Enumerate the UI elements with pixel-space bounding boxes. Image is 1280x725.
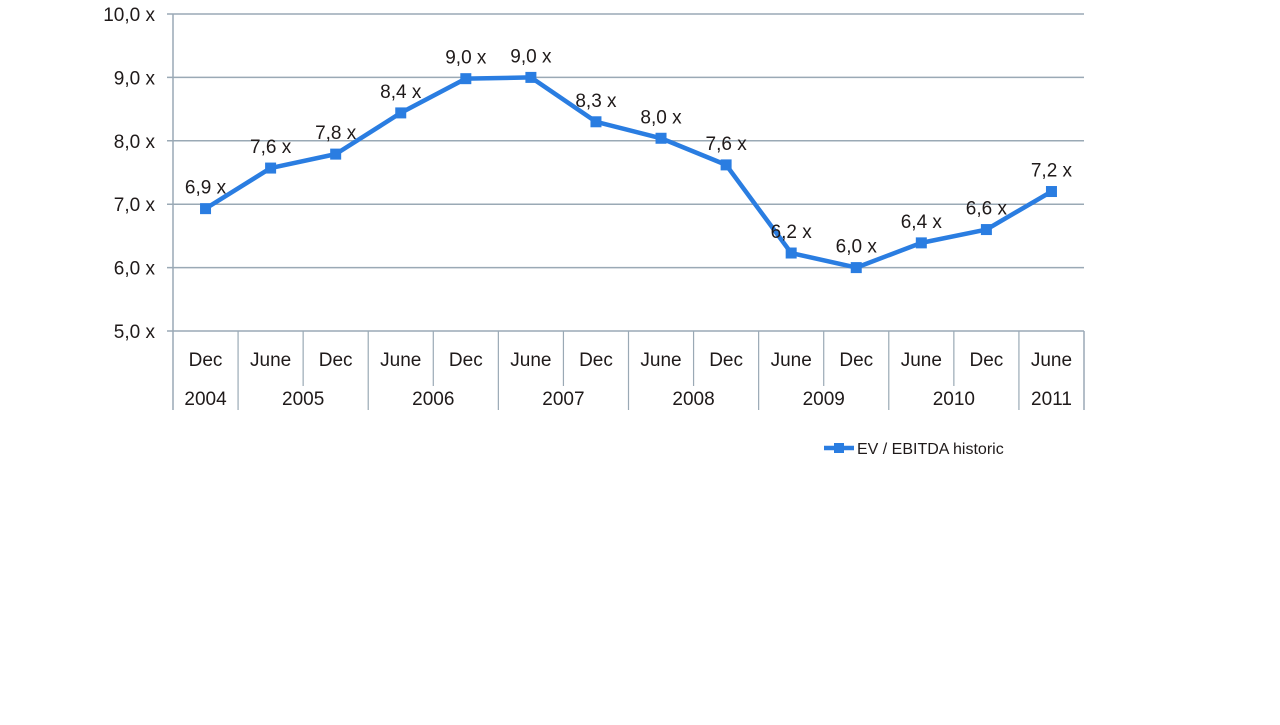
legend-marker bbox=[834, 443, 844, 453]
year-labels: 2004 2005 2006 2007 2008 2009 2010 2011 bbox=[184, 389, 1071, 410]
year-label: 2007 bbox=[542, 389, 584, 410]
x-tick-label: Dec bbox=[189, 350, 223, 371]
year-label: 2005 bbox=[282, 389, 324, 410]
y-tick-label: 10,0 x bbox=[103, 5, 155, 26]
y-tick-label: 7,0 x bbox=[114, 195, 156, 216]
data-label: 6,0 x bbox=[836, 237, 878, 258]
data-labels: 6,9 x 7,6 x 7,8 x 8,4 x 9,0 x 9,0 x 8,3 x 8,0 x… bbox=[185, 46, 1073, 257]
x-tick-label: Dec bbox=[709, 350, 743, 371]
year-label: 2011 bbox=[1031, 389, 1072, 410]
data-label: 7,6 x bbox=[250, 137, 292, 158]
data-label: 9,0 x bbox=[445, 48, 487, 69]
data-label: 7,6 x bbox=[706, 134, 748, 155]
series bbox=[200, 71, 1057, 274]
y-tick-label: 9,0 x bbox=[114, 68, 156, 89]
x-tick-label: Dec bbox=[449, 350, 483, 371]
x-tick-label: June bbox=[771, 350, 812, 371]
y-tick-label: 5,0 x bbox=[114, 322, 156, 343]
data-point bbox=[330, 148, 342, 160]
year-label: 2010 bbox=[933, 389, 975, 410]
data-point bbox=[395, 107, 407, 119]
data-point bbox=[200, 203, 212, 215]
x-tick-label: June bbox=[1031, 350, 1072, 371]
x-tick-label: June bbox=[380, 350, 421, 371]
data-label: 6,2 x bbox=[771, 222, 813, 243]
data-point bbox=[915, 237, 927, 249]
data-label: 7,2 x bbox=[1031, 161, 1073, 182]
gridlines bbox=[167, 13, 1084, 332]
data-point bbox=[1045, 186, 1057, 198]
data-label: 6,4 x bbox=[901, 212, 943, 233]
data-point bbox=[460, 73, 472, 85]
data-label: 6,9 x bbox=[185, 178, 227, 199]
y-tick-labels: 5,0 x 6,0 x 7,0 x 8,0 x 9,0 x 10,0 x bbox=[103, 5, 155, 343]
data-point bbox=[785, 247, 797, 259]
x-tick-label: Dec bbox=[969, 350, 1003, 371]
data-point bbox=[655, 132, 667, 144]
x-tick-label: June bbox=[250, 350, 291, 371]
data-label: 9,0 x bbox=[510, 46, 552, 67]
x-tick-label: Dec bbox=[319, 350, 353, 371]
data-label: 7,8 x bbox=[315, 123, 357, 144]
y-tick-label: 6,0 x bbox=[114, 259, 156, 280]
x-tick-label: June bbox=[640, 350, 681, 371]
legend: EV / EBITDA historic bbox=[824, 441, 1004, 458]
legend-label: EV / EBITDA historic bbox=[857, 441, 1004, 458]
data-label: 8,4 x bbox=[380, 82, 422, 103]
x-tick-label: June bbox=[510, 350, 551, 371]
data-label: 6,6 x bbox=[966, 199, 1008, 220]
data-point bbox=[525, 71, 537, 83]
axes bbox=[172, 14, 1085, 410]
x-tick-label: Dec bbox=[839, 350, 873, 371]
year-label: 2006 bbox=[412, 389, 454, 410]
x-tick-label: Dec bbox=[579, 350, 613, 371]
y-tick-label: 8,0 x bbox=[114, 132, 156, 153]
year-label: 2008 bbox=[672, 389, 714, 410]
year-label: 2004 bbox=[184, 389, 227, 410]
data-point bbox=[980, 224, 992, 236]
data-label: 8,3 x bbox=[575, 91, 617, 112]
data-label: 8,0 x bbox=[640, 107, 682, 128]
category-labels: Dec June Dec June Dec June Dec June Dec June Dec Ju… bbox=[189, 350, 1072, 371]
x-tick-label: June bbox=[901, 350, 942, 371]
data-point bbox=[850, 262, 862, 274]
year-label: 2009 bbox=[803, 389, 845, 410]
series-line bbox=[204, 75, 1053, 270]
data-point bbox=[265, 162, 277, 174]
data-point bbox=[590, 116, 602, 128]
data-point bbox=[720, 159, 732, 171]
